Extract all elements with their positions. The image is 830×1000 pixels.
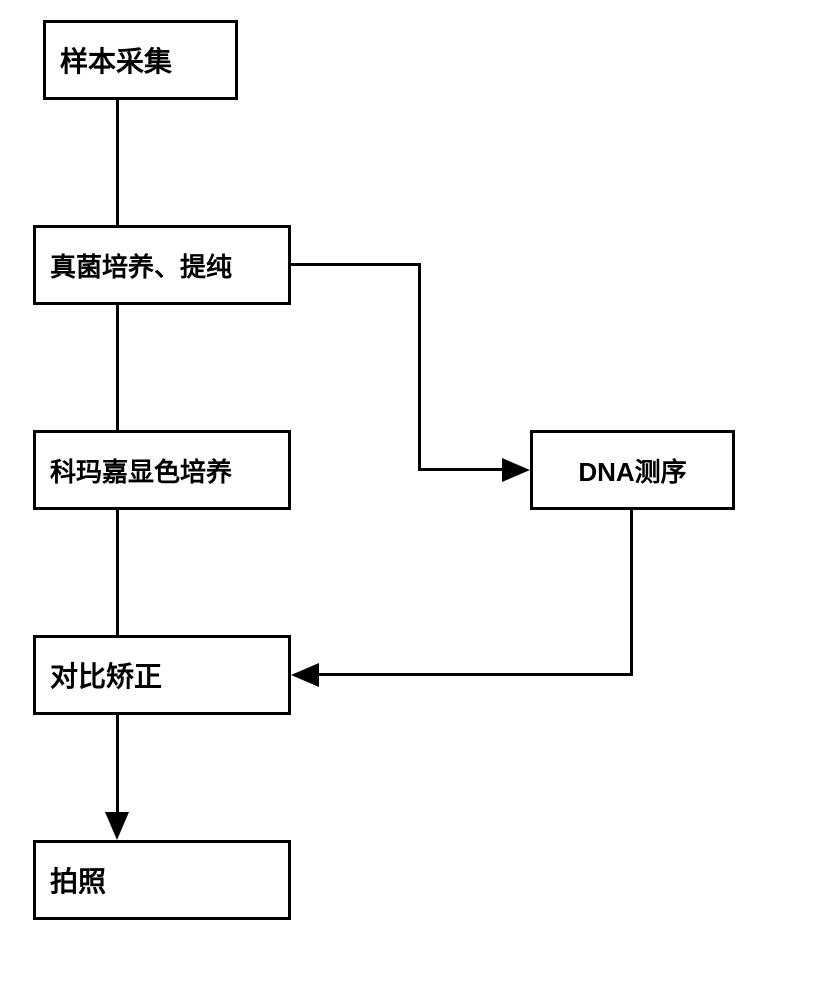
edge-n2-n3	[116, 305, 119, 430]
node-label: 拍照	[50, 860, 106, 900]
node-chromagar-culture: 科玛嘉显色培养	[33, 430, 291, 510]
node-label: 科玛嘉显色培养	[50, 452, 232, 489]
edge-n5-n6-line	[116, 715, 119, 813]
edge-n2-n4-h2	[418, 468, 502, 471]
edge-n4-n5-v	[630, 510, 633, 675]
node-fungal-culture: 真菌培养、提纯	[33, 225, 291, 305]
node-label: DNA测序	[578, 452, 686, 489]
edge-n2-n4-arrow	[502, 458, 530, 482]
node-dna-sequencing: DNA测序	[530, 430, 735, 510]
node-label: 真菌培养、提纯	[50, 247, 232, 284]
node-label: 对比矫正	[50, 655, 162, 695]
node-photograph: 拍照	[33, 840, 291, 920]
edge-n3-n5	[116, 510, 119, 635]
node-label: 样本采集	[60, 40, 172, 80]
node-sample-collection: 样本采集	[43, 20, 238, 100]
edge-n1-n2	[116, 100, 119, 225]
edge-n4-n5-arrow	[291, 663, 319, 687]
edge-n5-n6-arrow	[105, 812, 129, 840]
edge-n2-n4-v	[418, 263, 421, 470]
node-comparison-correction: 对比矫正	[33, 635, 291, 715]
edge-n4-n5-h	[319, 673, 633, 676]
edge-n2-n4-h1	[291, 263, 421, 266]
